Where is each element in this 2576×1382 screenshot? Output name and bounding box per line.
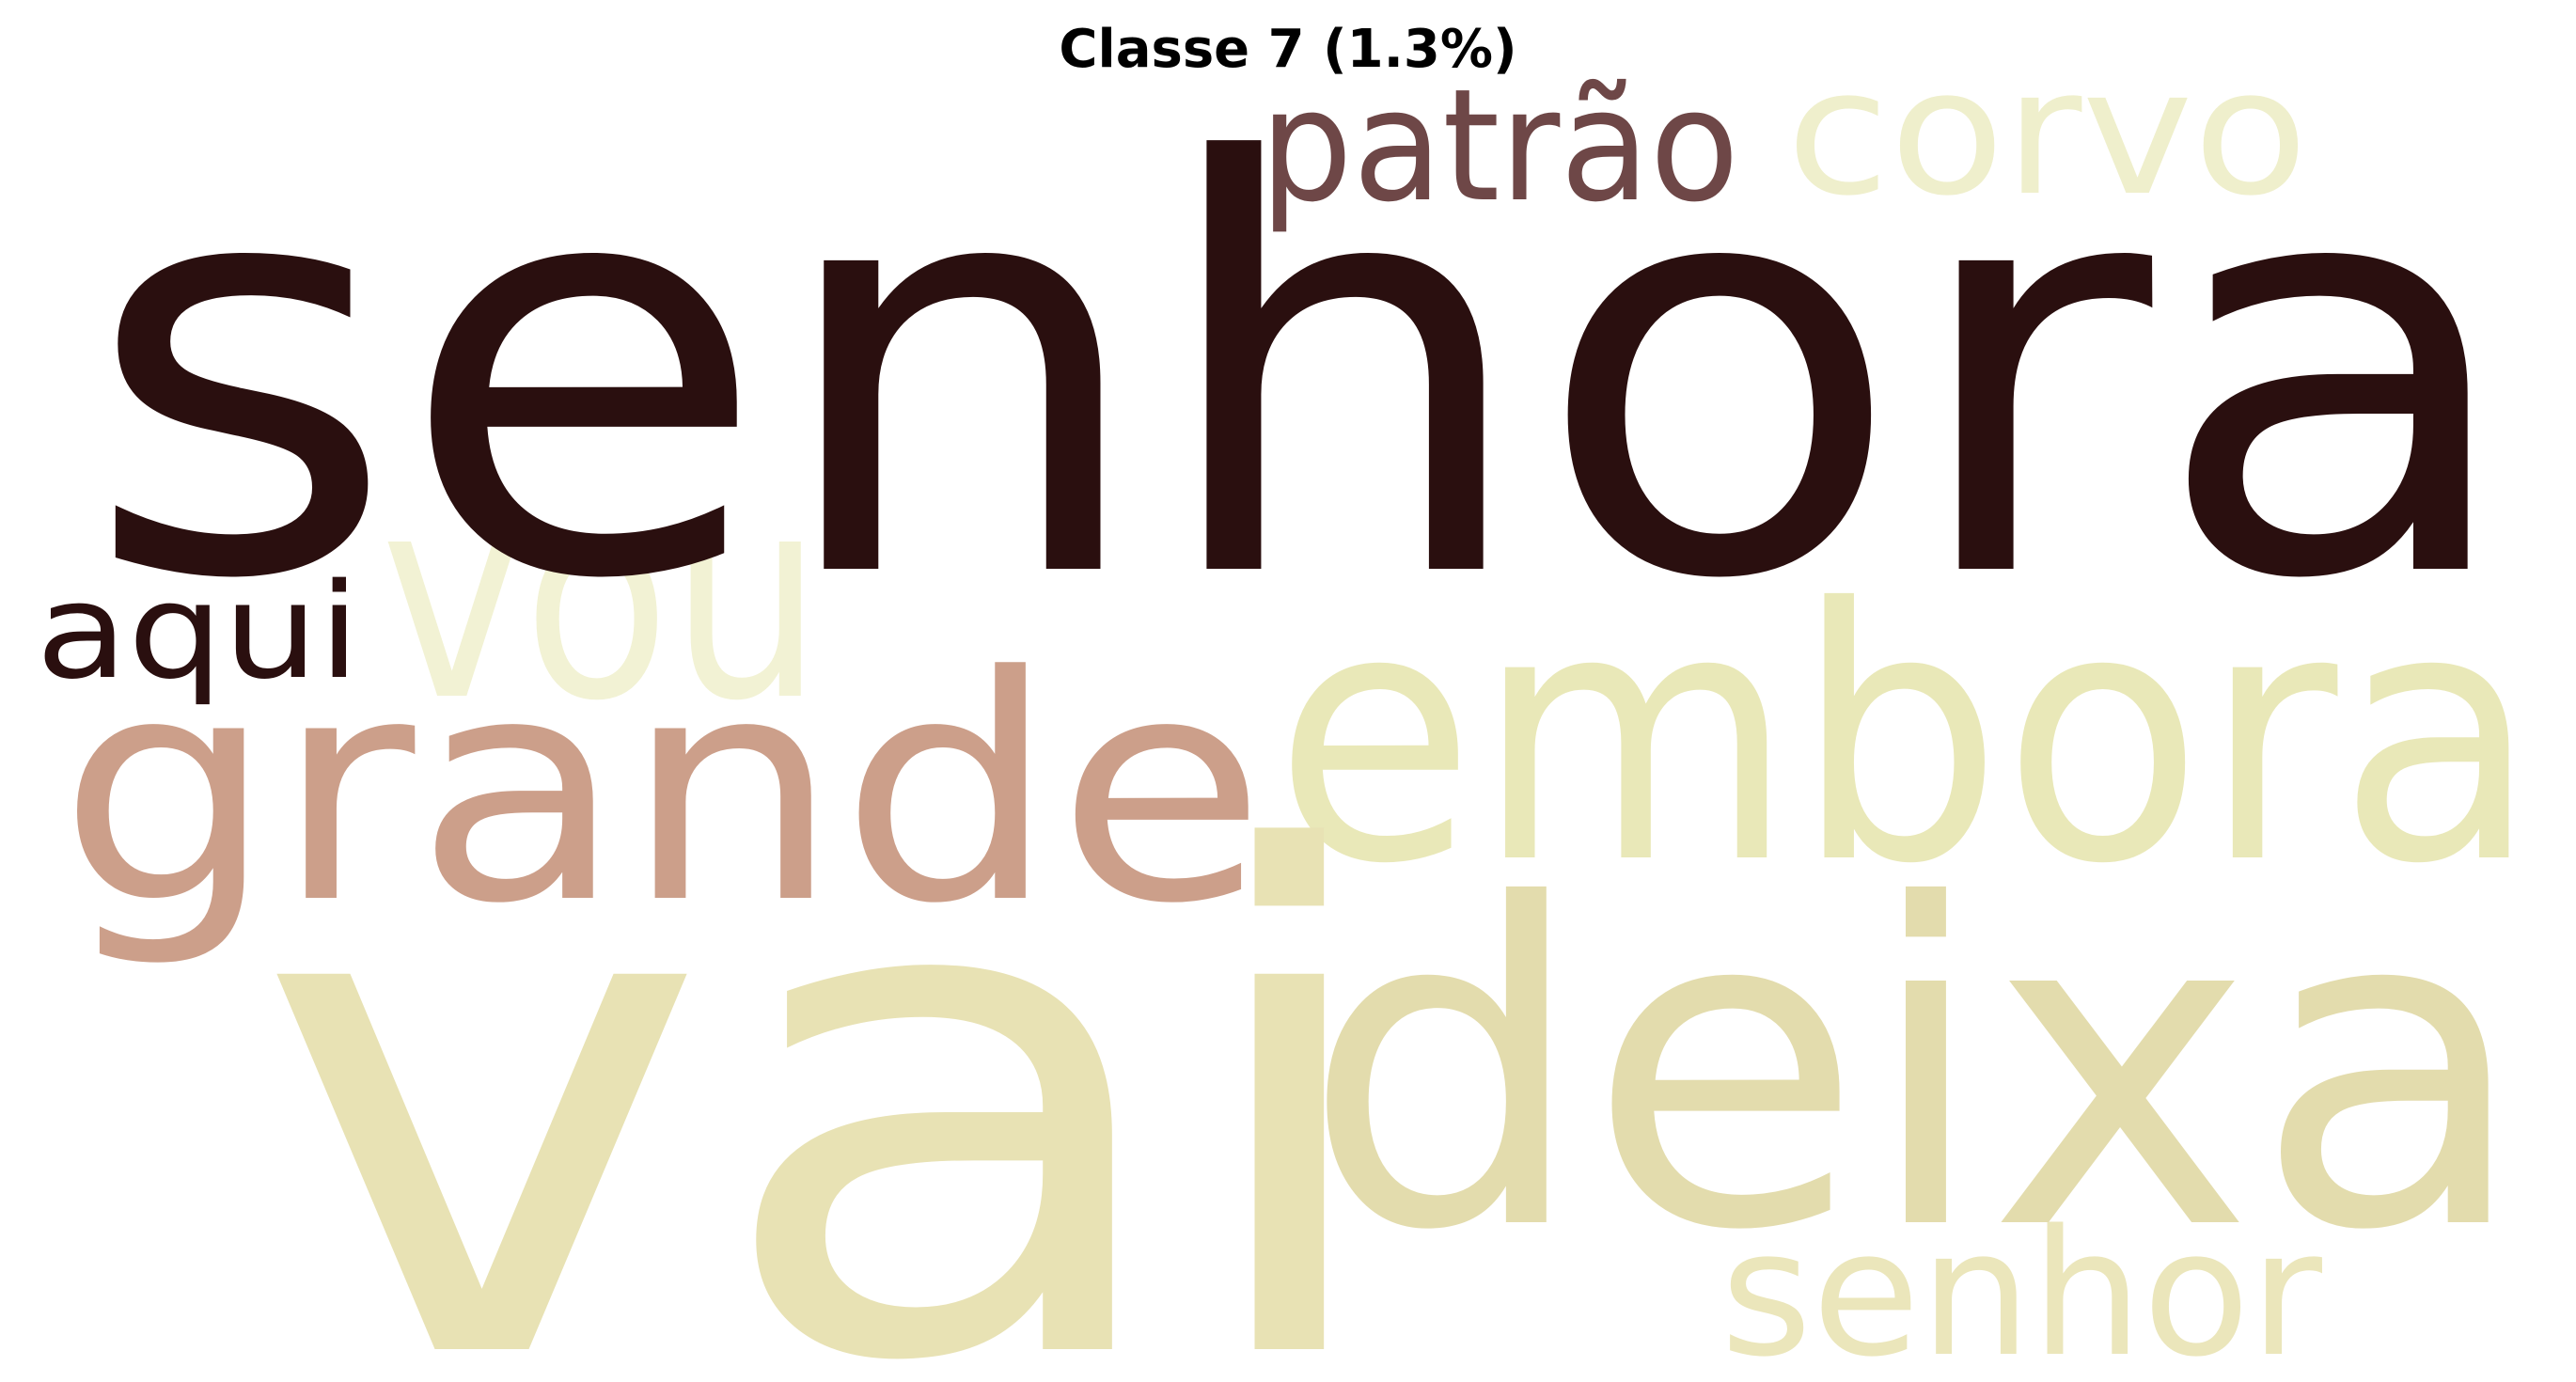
- word-aqui: aqui: [36, 556, 360, 709]
- word-vou: vou: [381, 434, 823, 762]
- word-corvo: corvo: [1786, 31, 2308, 234]
- word-embora: embora: [1274, 536, 2538, 940]
- figure-title: Classe 7 (1.3%): [1059, 19, 1517, 80]
- word-deixa: deixa: [1302, 812, 2529, 1327]
- word-vai: vai: [254, 713, 1396, 1382]
- word-grande: grande: [58, 610, 1266, 971]
- word-senhora: senhora: [83, 45, 2522, 702]
- word-senhor: senhor: [1720, 1192, 2323, 1382]
- word-patrao: patrão: [1260, 55, 1739, 236]
